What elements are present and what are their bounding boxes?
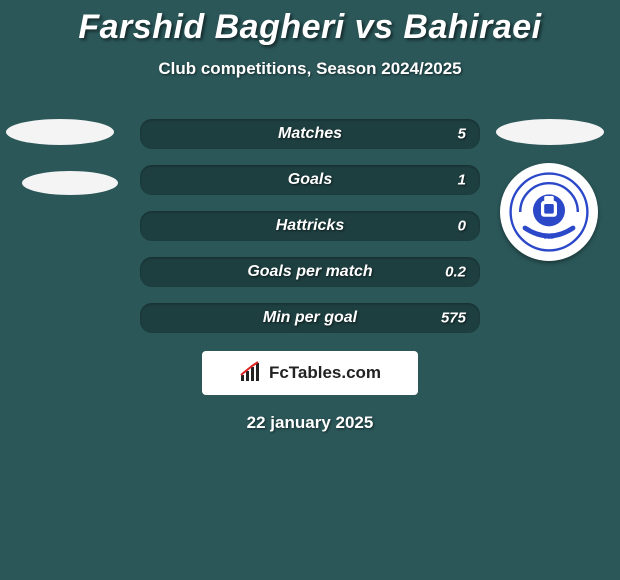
bar-chart-icon [239,361,263,385]
stat-label: Goals [288,171,332,189]
stat-row: Goals 1 [140,165,480,195]
stat-row: Goals per match 0.2 [140,257,480,287]
player1-avatar-placeholder [6,119,114,145]
club-crest-icon: club [509,172,589,252]
date-label: 22 january 2025 [0,413,620,433]
stat-p2-value: 1 [458,172,466,189]
player1-club-placeholder [22,171,118,195]
player2-club-badge: club [500,163,598,261]
svg-text:club: club [544,235,554,241]
stat-label: Matches [278,125,342,143]
page-subtitle: Club competitions, Season 2024/2025 [0,59,620,79]
page-title: Farshid Bagheri vs Bahiraei [0,0,620,47]
player2-avatar-placeholder [496,119,604,145]
stat-p2-value: 575 [441,310,466,327]
stat-p2-value: 0.2 [445,264,466,281]
site-attribution[interactable]: FcTables.com [202,351,418,395]
stat-row: Hattricks 0 [140,211,480,241]
stats-section: club Matches 5 Goals 1 Hattricks 0 Goals… [0,119,620,333]
stat-p2-value: 0 [458,218,466,235]
stat-label: Goals per match [247,263,372,281]
site-label: FcTables.com [269,363,381,383]
stat-label: Min per goal [263,309,357,327]
stat-p2-value: 5 [458,126,466,143]
stat-row: Min per goal 575 [140,303,480,333]
stat-row: Matches 5 [140,119,480,149]
stat-label: Hattricks [276,217,344,235]
